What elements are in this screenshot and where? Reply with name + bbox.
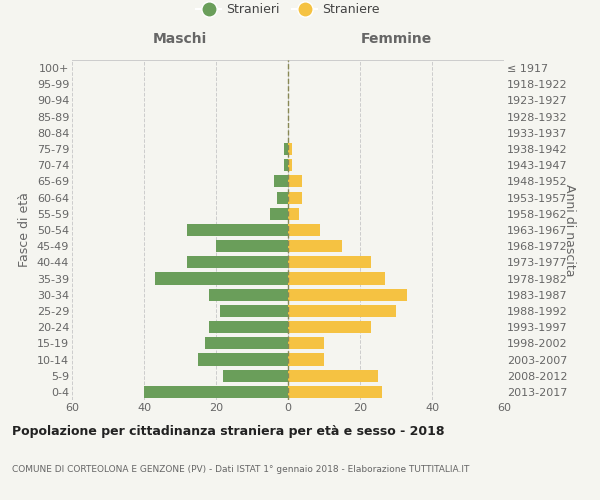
Text: Popolazione per cittadinanza straniera per età e sesso - 2018: Popolazione per cittadinanza straniera p… [12, 425, 445, 438]
Bar [216, 240, 288, 252]
Bar [220, 305, 288, 317]
Bar [288, 386, 382, 398]
Bar [209, 288, 288, 301]
Bar [288, 224, 320, 236]
Bar [284, 159, 288, 172]
Text: COMUNE DI CORTEOLONA E GENZONE (PV) - Dati ISTAT 1° gennaio 2018 - Elaborazione : COMUNE DI CORTEOLONA E GENZONE (PV) - Da… [12, 465, 469, 474]
Bar [284, 143, 288, 155]
Bar [209, 321, 288, 333]
Bar [288, 305, 396, 317]
Bar [288, 240, 342, 252]
Bar [277, 192, 288, 203]
Bar [198, 354, 288, 366]
Bar [288, 208, 299, 220]
Bar [288, 192, 302, 203]
Bar [187, 256, 288, 268]
Y-axis label: Anni di nascita: Anni di nascita [563, 184, 576, 276]
Bar [288, 338, 324, 349]
Bar [288, 354, 324, 366]
Bar [274, 176, 288, 188]
Bar [187, 224, 288, 236]
Bar [288, 159, 292, 172]
Bar [288, 143, 292, 155]
Bar [155, 272, 288, 284]
Y-axis label: Fasce di età: Fasce di età [18, 192, 31, 268]
Bar [288, 288, 407, 301]
Bar [288, 321, 371, 333]
Legend: Stranieri, Straniere: Stranieri, Straniere [191, 0, 385, 21]
Bar [223, 370, 288, 382]
Bar [144, 386, 288, 398]
Bar [288, 256, 371, 268]
Bar [288, 176, 302, 188]
Bar [270, 208, 288, 220]
Text: Femmine: Femmine [361, 32, 431, 46]
Bar [288, 370, 378, 382]
Bar [205, 338, 288, 349]
Text: Maschi: Maschi [153, 32, 207, 46]
Bar [288, 272, 385, 284]
